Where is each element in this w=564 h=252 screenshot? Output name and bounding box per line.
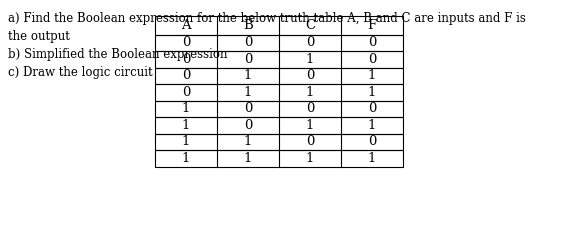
Bar — [155, 84, 403, 101]
Text: F: F — [367, 19, 377, 32]
Text: 1: 1 — [244, 69, 252, 82]
Bar — [155, 35, 403, 51]
Text: 0: 0 — [182, 69, 190, 82]
Text: C: C — [305, 19, 315, 32]
Text: the output: the output — [8, 30, 70, 43]
Text: 1: 1 — [306, 119, 314, 132]
Text: 0: 0 — [306, 102, 314, 115]
Text: 1: 1 — [182, 119, 190, 132]
Bar — [155, 16, 403, 35]
Text: 1: 1 — [368, 152, 376, 165]
Bar — [155, 101, 403, 117]
Text: 0: 0 — [244, 36, 252, 49]
Text: 0: 0 — [244, 53, 252, 66]
Bar — [155, 150, 403, 167]
Text: 1: 1 — [306, 53, 314, 66]
Text: 1: 1 — [182, 135, 190, 148]
Text: 1: 1 — [368, 69, 376, 82]
Text: 0: 0 — [306, 135, 314, 148]
Text: 0: 0 — [182, 53, 190, 66]
Bar — [155, 117, 403, 134]
Text: 0: 0 — [306, 36, 314, 49]
Text: 1: 1 — [306, 152, 314, 165]
Text: A: A — [181, 19, 191, 32]
Text: 1: 1 — [244, 86, 252, 99]
Text: B: B — [243, 19, 253, 32]
Text: b) Simplified the Boolean expression: b) Simplified the Boolean expression — [8, 48, 227, 61]
Text: 0: 0 — [368, 102, 376, 115]
Text: 0: 0 — [306, 69, 314, 82]
Text: 1: 1 — [182, 102, 190, 115]
Text: 0: 0 — [368, 53, 376, 66]
Text: 0: 0 — [244, 119, 252, 132]
Text: 1: 1 — [368, 86, 376, 99]
Text: a) Find the Boolean expression for the below truth table A, B and C are inputs a: a) Find the Boolean expression for the b… — [8, 12, 526, 25]
Bar — [155, 68, 403, 84]
Text: 0: 0 — [368, 135, 376, 148]
Text: 0: 0 — [182, 86, 190, 99]
Text: 0: 0 — [368, 36, 376, 49]
Bar — [155, 51, 403, 68]
Text: 1: 1 — [182, 152, 190, 165]
Bar — [155, 134, 403, 150]
Text: c) Draw the logic circuit: c) Draw the logic circuit — [8, 66, 153, 79]
Text: 1: 1 — [244, 135, 252, 148]
Text: 0: 0 — [244, 102, 252, 115]
Text: 1: 1 — [244, 152, 252, 165]
Text: 1: 1 — [368, 119, 376, 132]
Text: 1: 1 — [306, 86, 314, 99]
Text: 0: 0 — [182, 36, 190, 49]
